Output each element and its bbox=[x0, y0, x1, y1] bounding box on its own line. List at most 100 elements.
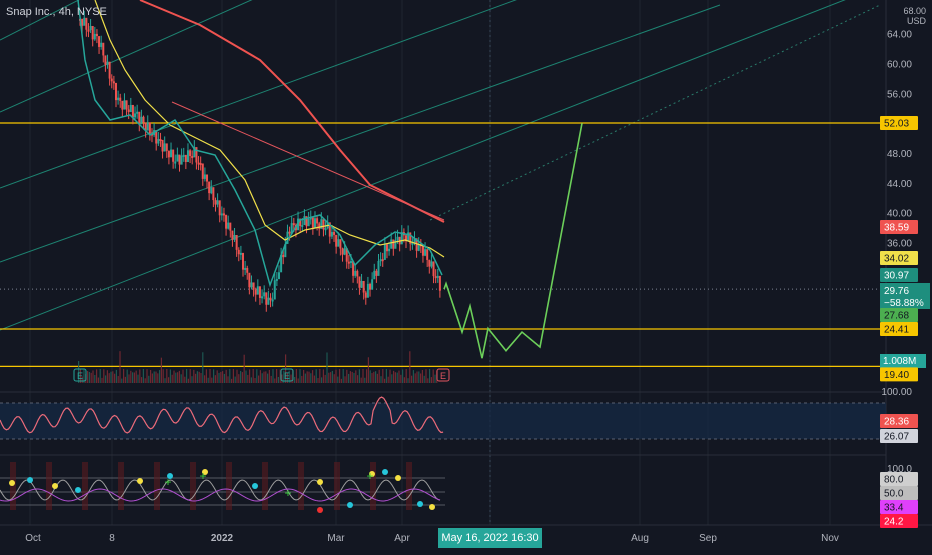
volume-bar bbox=[364, 377, 366, 383]
candle-body bbox=[352, 261, 355, 276]
osc-line-purple bbox=[0, 488, 441, 502]
osc-dot bbox=[9, 480, 15, 486]
badge-teal-ma-text: 30.97 bbox=[884, 271, 909, 282]
candle-body bbox=[191, 156, 194, 159]
red-ma-line bbox=[139, 0, 445, 223]
candle-body bbox=[328, 222, 331, 237]
candle-body bbox=[119, 97, 122, 101]
candle-body bbox=[159, 138, 162, 141]
volume-bar bbox=[252, 369, 254, 383]
volume-bar bbox=[304, 373, 306, 383]
candle-body bbox=[239, 252, 242, 255]
candle-body bbox=[144, 122, 147, 131]
osc-dot bbox=[75, 487, 81, 493]
rsi-line bbox=[0, 396, 444, 434]
candle-body bbox=[286, 231, 289, 244]
volume-bar bbox=[148, 375, 150, 383]
candle-body bbox=[237, 249, 240, 255]
candle-body bbox=[413, 238, 416, 243]
candle-body bbox=[432, 261, 435, 277]
volume-bar bbox=[207, 377, 209, 383]
moving-averages bbox=[77, 0, 445, 288]
price-tick: 60.00 bbox=[887, 60, 912, 71]
candle-body bbox=[341, 248, 344, 255]
volume-bar bbox=[421, 370, 423, 383]
candle-body bbox=[263, 292, 266, 297]
volume-bar bbox=[423, 375, 425, 383]
earnings-marker: E bbox=[436, 368, 450, 382]
symbol-title[interactable]: Snap Inc., 4h, NYSE bbox=[6, 6, 107, 18]
volume-bar bbox=[101, 377, 103, 383]
candle-body bbox=[299, 218, 302, 227]
volume-bar bbox=[256, 369, 258, 383]
badge-last-bg bbox=[880, 283, 930, 309]
volume-bars bbox=[78, 351, 438, 383]
candle-body bbox=[354, 270, 357, 276]
candle-body bbox=[242, 252, 245, 270]
volume-bar bbox=[393, 370, 395, 383]
volume-bar bbox=[78, 361, 80, 383]
volume-bar bbox=[162, 369, 164, 383]
candle-body bbox=[244, 267, 247, 270]
candle-body bbox=[282, 254, 285, 258]
earnings-box bbox=[280, 368, 294, 382]
volume-bar bbox=[360, 377, 362, 383]
volume-bar bbox=[319, 369, 321, 383]
candle-body bbox=[131, 104, 134, 118]
channel-dotted bbox=[429, 4, 881, 221]
osc-dot bbox=[429, 504, 435, 510]
candle-body bbox=[320, 219, 323, 229]
volume-bar bbox=[236, 369, 238, 383]
candle-body bbox=[112, 81, 115, 84]
volume-bar bbox=[214, 375, 216, 383]
candle-body bbox=[405, 235, 408, 242]
volume-bar bbox=[160, 357, 162, 383]
volume-bar bbox=[166, 369, 168, 383]
volume-bar bbox=[231, 378, 233, 383]
volume-bar bbox=[115, 369, 117, 383]
volume-bar bbox=[193, 369, 195, 383]
candle-body bbox=[231, 230, 234, 240]
time-axis[interactable]: Oct 8 2022 Mar Apr Aug Sep Nov bbox=[25, 533, 839, 544]
volume-bar bbox=[137, 374, 139, 383]
volume-bar bbox=[286, 372, 288, 383]
candle-body bbox=[104, 55, 107, 65]
volume-bar bbox=[340, 378, 342, 383]
volume-bar bbox=[157, 373, 159, 383]
volume-bar bbox=[223, 373, 225, 383]
volume-bar bbox=[146, 369, 148, 383]
badge-yellow-ma-bg bbox=[880, 251, 918, 265]
candle-body bbox=[203, 174, 206, 179]
badge-rsi-gray-text: 26.07 bbox=[884, 432, 909, 443]
volume-bar bbox=[151, 373, 153, 383]
volume-bar bbox=[403, 377, 405, 383]
volume-bar bbox=[126, 369, 128, 383]
candle-body bbox=[227, 222, 230, 229]
candle-body bbox=[426, 249, 429, 260]
price-badges: 52.0338.5934.0230.9729.76−58.88%27.6824.… bbox=[880, 116, 930, 528]
candle-body bbox=[108, 61, 111, 79]
volume-bar bbox=[241, 372, 243, 383]
earnings-label: E bbox=[440, 371, 446, 381]
badge-osc-80: 80.0 bbox=[880, 472, 918, 486]
candle-body bbox=[322, 219, 325, 230]
osc-dot bbox=[252, 483, 258, 489]
volume-bar bbox=[412, 370, 414, 383]
candle-body bbox=[290, 223, 293, 234]
candle-body bbox=[180, 155, 183, 165]
volume-bar bbox=[295, 369, 297, 383]
volume-bar bbox=[155, 371, 157, 383]
badge-osc-24-bg bbox=[880, 514, 918, 528]
candle-body bbox=[345, 248, 348, 262]
candle-body bbox=[400, 232, 403, 245]
volume-bar bbox=[420, 373, 422, 383]
candle-body bbox=[277, 272, 280, 279]
candle-body bbox=[218, 200, 221, 216]
volume-bar bbox=[294, 376, 296, 383]
osc-plus: + bbox=[164, 475, 171, 489]
osc-dot bbox=[417, 501, 423, 507]
currency-label[interactable]: 68.00 USD bbox=[903, 6, 926, 26]
candle-body bbox=[170, 149, 173, 158]
